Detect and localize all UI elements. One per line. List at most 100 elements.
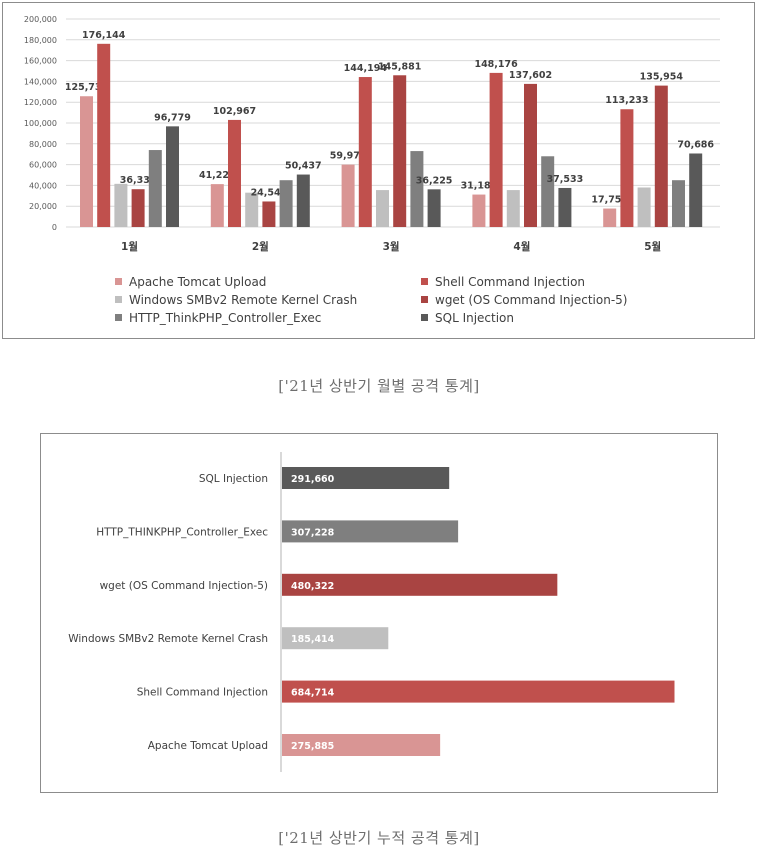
- y-tick-label: 200,000: [24, 15, 57, 24]
- data-label: 291,660: [291, 474, 335, 485]
- x-tick-label: 1월: [121, 240, 138, 253]
- monthly-attack-chart: 0 20,000 40,000 60,000 80,000 100,000 120,000 1…: [24, 15, 720, 325]
- bar: [341, 164, 355, 227]
- data-label: 137,602: [509, 70, 552, 81]
- legend-label: Apache Tomcat Upload: [129, 275, 266, 289]
- bar: [282, 520, 459, 543]
- bar: [245, 192, 259, 227]
- bar: [376, 190, 389, 227]
- bar: [620, 109, 634, 227]
- bar: [637, 187, 651, 227]
- legend-swatch: [115, 296, 122, 303]
- data-label: 50,437: [285, 161, 322, 172]
- x-tick-label: 2월: [252, 240, 269, 253]
- data-label: 59,979: [330, 151, 367, 162]
- data-label: 307,228: [291, 527, 335, 538]
- monthly-chart-caption: ['21년 상반기 월별 공격 통계]: [278, 377, 480, 395]
- bar: [296, 174, 310, 227]
- bar: [427, 189, 441, 227]
- bar: [279, 180, 293, 227]
- bar: [472, 194, 486, 227]
- bar: [210, 184, 224, 227]
- bar: [114, 183, 128, 227]
- bar: [603, 208, 617, 227]
- x-tick-label: 3월: [383, 240, 400, 253]
- bar: [393, 75, 407, 228]
- legend-label: HTTP_ThinkPHP_Controller_Exec: [129, 311, 321, 325]
- bar: [358, 77, 372, 227]
- y-tick-label: 40,000: [29, 181, 57, 190]
- data-label: 37,533: [547, 174, 584, 185]
- category-label: SQL Injection: [199, 473, 268, 485]
- data-label: 113,233: [605, 95, 648, 106]
- data-label: 31,189: [461, 181, 498, 192]
- y-tick-label: 60,000: [29, 161, 57, 170]
- data-label: 17,755: [591, 195, 628, 206]
- legend-swatch: [421, 296, 428, 303]
- category-label: HTTP_THINKPHP_Controller_Exec: [96, 526, 268, 538]
- x-tick-label: 4월: [513, 240, 530, 253]
- data-label: 176,144: [82, 30, 126, 41]
- data-label: 102,967: [213, 106, 256, 117]
- data-label: 36,338: [120, 175, 157, 186]
- data-label: 684,714: [291, 688, 335, 699]
- cumulative-attack-chart: SQL Injection 291,660 HTTP_THINKPHP_Contro…: [68, 452, 675, 772]
- bar: [672, 180, 685, 227]
- bar: [506, 190, 520, 227]
- category-label: wget (OS Command Injection-5): [100, 580, 268, 592]
- legend-swatch: [115, 278, 122, 285]
- bar: [558, 187, 572, 227]
- bar: [97, 43, 111, 227]
- bar: [282, 573, 558, 596]
- cumulative-chart-caption: ['21년 상반기 누적 공격 통계]: [278, 829, 480, 847]
- category-label: Shell Command Injection: [137, 687, 268, 699]
- category-label: Apache Tomcat Upload: [148, 740, 268, 752]
- bar: [689, 153, 703, 227]
- legend-swatch: [115, 314, 122, 321]
- bar: [80, 96, 93, 228]
- bar: [541, 156, 555, 227]
- bar: [654, 85, 668, 227]
- y-tick-label: 100,000: [24, 119, 57, 128]
- category-label: Windows SMBv2 Remote Kernel Crash: [68, 633, 268, 645]
- bar: [489, 72, 503, 227]
- cumulative-chart-frame: [40, 433, 718, 793]
- y-tick-label: 140,000: [24, 77, 57, 86]
- data-label: 24,547: [251, 187, 288, 198]
- data-label: 41,228: [199, 170, 236, 181]
- bar: [166, 126, 179, 227]
- data-label: 275,885: [291, 741, 334, 752]
- x-tick-label: 5월: [644, 240, 661, 253]
- bar: [524, 83, 537, 227]
- data-label: 144,194: [344, 63, 388, 74]
- data-label: 70,686: [677, 139, 714, 150]
- legend-swatch: [421, 278, 428, 285]
- bar: [131, 189, 145, 227]
- y-tick-label: 160,000: [24, 57, 57, 66]
- data-label: 148,176: [474, 59, 518, 70]
- data-label: 36,225: [416, 175, 453, 186]
- data-label: 145,881: [378, 61, 421, 72]
- y-tick-label: 20,000: [29, 202, 57, 211]
- legend-label: Windows SMBv2 Remote Kernel Crash: [129, 293, 357, 307]
- data-label: 135,954: [640, 72, 684, 83]
- bar: [410, 151, 424, 227]
- data-label: 96,779: [154, 112, 191, 123]
- legend-label: Shell Command Injection: [435, 275, 585, 289]
- y-tick-label: 0: [52, 223, 57, 232]
- y-tick-label: 180,000: [24, 36, 57, 45]
- y-tick-label: 120,000: [24, 98, 57, 107]
- legend-label: wget (OS Command Injection-5): [435, 293, 627, 307]
- bar: [282, 734, 441, 756]
- bar: [282, 680, 675, 703]
- legend-label: SQL Injection: [435, 311, 514, 325]
- legend-swatch: [421, 314, 428, 321]
- data-label: 125,734: [65, 82, 109, 93]
- bar: [282, 467, 450, 489]
- bar: [148, 150, 162, 227]
- data-label: 185,414: [291, 634, 335, 645]
- data-label: 480,322: [291, 581, 334, 592]
- bar: [262, 201, 276, 227]
- y-tick-label: 80,000: [29, 140, 57, 149]
- bar: [282, 627, 389, 650]
